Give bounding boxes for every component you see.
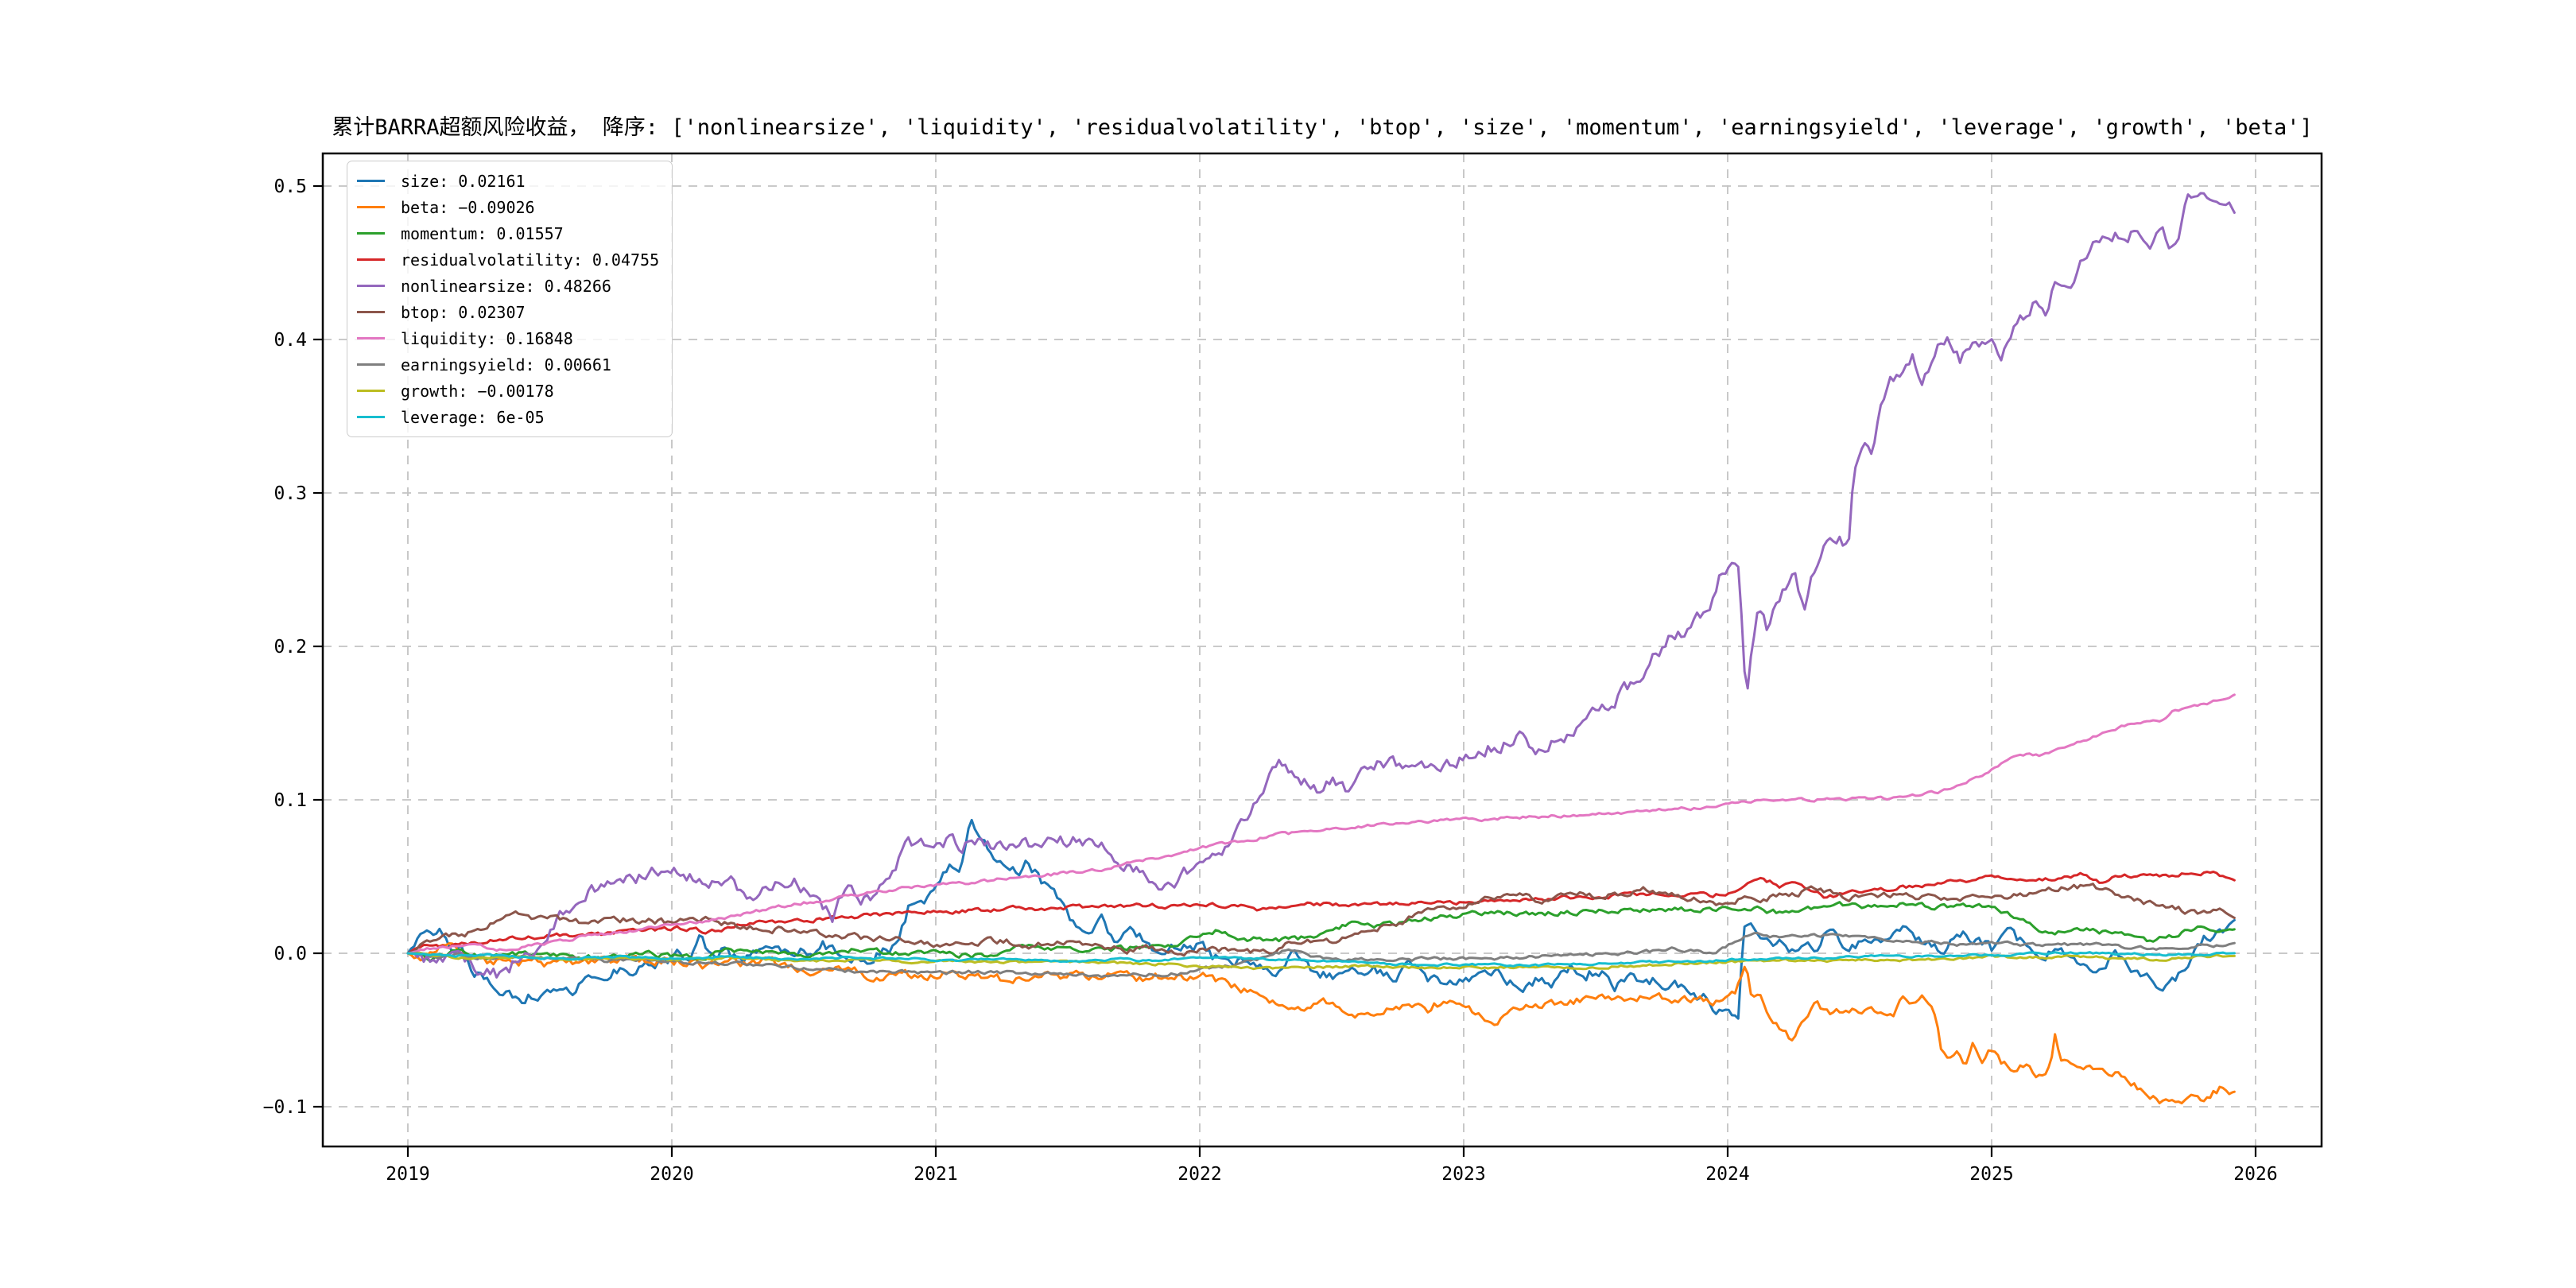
x-tick-label-2021: 2021 (914, 1164, 957, 1185)
legend-item-earningsyield: earningsyield: 0.00661 (357, 351, 659, 378)
legend-label-momentum: momentum: 0.01557 (401, 223, 564, 243)
axis-layer: 2019 2020 2021 2022 2023 2024 2025 2026 0.5 0.4 0.… (263, 152, 2323, 1185)
x-tick-label-2025: 2025 (1969, 1164, 2013, 1185)
legend-swatch-leverage (357, 415, 385, 419)
series-line-liquidity (406, 693, 2236, 955)
legend-label-nonlinearsize: nonlinearsize: 0.48266 (401, 276, 611, 296)
legend-label-leverage: leverage: 6e-05 (401, 407, 545, 427)
legend-label-liquidity: liquidity: 0.16848 (401, 328, 573, 348)
legend-item-liquidity: liquidity: 0.16848 (357, 325, 659, 351)
legend-swatch-earningsyield (357, 363, 385, 367)
legend-swatch-size (357, 179, 385, 183)
legend-label-residualvolatility: residualvolatility: 0.04755 (401, 250, 660, 270)
y-tick-label-0.3: 0.3 (274, 483, 307, 504)
chart-title: 累计BARRA超额风险收益， 降序: ['nonlinearsize', 'li… (332, 115, 2313, 140)
series-line-residualvolatility (406, 871, 2236, 955)
legend-label-btop: btop: 0.02307 (401, 302, 526, 322)
legend-swatch-btop (357, 310, 385, 314)
x-tick-label-2024: 2024 (1705, 1164, 1749, 1185)
x-tick-label-2026: 2026 (2233, 1164, 2277, 1185)
x-tick-label-2020: 2020 (650, 1164, 693, 1185)
x-tick-label-2022: 2022 (1177, 1164, 1221, 1185)
legend-swatch-beta (357, 205, 385, 209)
y-tick-label-0.4: 0.4 (274, 330, 307, 351)
legend-item-leverage: leverage: 6e-05 (357, 404, 659, 430)
series-layer (406, 192, 2236, 1105)
legend-item-size: size: 0.02161 (357, 168, 659, 194)
series-line-leverage (406, 951, 2236, 968)
y-tick-label-0.0: 0.0 (274, 944, 307, 964)
y-tick-label-0.5: 0.5 (274, 177, 307, 197)
chart-legend: size: 0.02161 beta: −0.09026 momentum: 0.0… (347, 161, 673, 437)
legend-swatch-residualvolatility (357, 258, 385, 262)
legend-label-earningsyield: earningsyield: 0.00661 (401, 355, 611, 374)
legend-swatch-nonlinearsize (357, 284, 385, 288)
y-tick-label-0.2: 0.2 (274, 637, 307, 658)
legend-item-residualvolatility: residualvolatility: 0.04755 (357, 246, 659, 273)
legend-label-beta: beta: −0.09026 (401, 197, 535, 217)
series-line-momentum (406, 901, 2236, 963)
y-tick-label-0.1: 0.1 (274, 790, 307, 811)
series-line-earningsyield (406, 931, 2236, 979)
legend-item-btop: btop: 0.02307 (357, 299, 659, 325)
series-line-growth (406, 952, 2236, 971)
legend-item-nonlinearsize: nonlinearsize: 0.48266 (357, 273, 659, 299)
plot-border (321, 152, 2323, 1148)
x-tick-label-2019: 2019 (386, 1164, 429, 1185)
series-line-nonlinearsize (406, 192, 2236, 979)
legend-label-growth: growth: −0.00178 (401, 381, 554, 401)
legend-swatch-liquidity (357, 336, 385, 340)
legend-label-size: size: 0.02161 (401, 171, 526, 191)
legend-swatch-growth (357, 389, 385, 393)
legend-item-momentum: momentum: 0.01557 (357, 220, 659, 246)
legend-item-growth: growth: −0.00178 (357, 378, 659, 404)
legend-swatch-momentum (357, 231, 385, 235)
y-tick-label-−0.1: −0.1 (263, 1097, 307, 1118)
legend-item-beta: beta: −0.09026 (357, 194, 659, 220)
x-tick-label-2023: 2023 (1441, 1164, 1485, 1185)
